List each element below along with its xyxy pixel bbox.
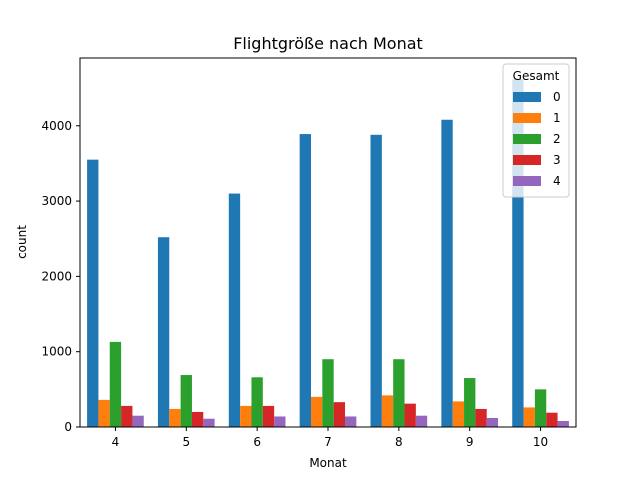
bar-month-8-gesamt-4 xyxy=(415,415,428,427)
bar-month-4-gesamt-4 xyxy=(132,415,144,427)
bar-month-5-gesamt-3 xyxy=(191,411,204,427)
bar-month-6-gesamt-1 xyxy=(240,405,252,427)
y-tick-label: 1000 xyxy=(41,345,72,359)
legend-label-2: 2 xyxy=(553,132,561,146)
bar-month-10-gesamt-0 xyxy=(512,79,524,427)
y-tick-label: 3000 xyxy=(41,194,72,208)
x-tick-label: 9 xyxy=(466,435,474,449)
bar-month-8-gesamt-0 xyxy=(370,134,382,427)
legend-label-0: 0 xyxy=(553,90,561,104)
bar-month-7-gesamt-3 xyxy=(333,402,346,427)
x-tick-label: 10 xyxy=(533,435,548,449)
x-tick-label: 6 xyxy=(253,435,261,449)
bar-month-6-gesamt-2 xyxy=(251,377,263,427)
y-tick-label: 2000 xyxy=(41,269,72,283)
bar-month-5-gesamt-1 xyxy=(169,408,181,427)
bar-month-8-gesamt-1 xyxy=(381,395,394,427)
bar-month-8-gesamt-2 xyxy=(393,359,405,427)
bar-month-6-gesamt-3 xyxy=(262,405,275,427)
bar-month-4-gesamt-1 xyxy=(98,399,110,427)
x-tick-label: 5 xyxy=(182,435,190,449)
y-tick-label: 0 xyxy=(64,420,72,434)
legend-swatch-0 xyxy=(513,92,541,102)
legend-title: Gesamt xyxy=(513,69,560,83)
legend-label-1: 1 xyxy=(553,111,561,125)
bar-month-4-gesamt-2 xyxy=(109,341,122,427)
legend-swatch-2 xyxy=(513,134,541,144)
bar-month-7-gesamt-4 xyxy=(345,416,357,427)
legend-label-4: 4 xyxy=(553,174,561,188)
bar-month-10-gesamt-2 xyxy=(534,389,547,427)
bar-month-5-gesamt-4 xyxy=(203,418,215,427)
legend-label-3: 3 xyxy=(553,153,561,167)
x-tick-label: 7 xyxy=(324,435,332,449)
bar-month-6-gesamt-4 xyxy=(274,416,286,427)
legend-swatch-4 xyxy=(513,176,541,186)
bar-month-9-gesamt-1 xyxy=(452,401,465,427)
bar-month-6-gesamt-0 xyxy=(228,193,241,427)
chart-title: Flightgröße nach Monat xyxy=(233,34,423,53)
x-tick-label: 4 xyxy=(112,435,120,449)
bar-month-10-gesamt-4 xyxy=(557,420,569,427)
legend-swatch-3 xyxy=(513,155,541,165)
bar-month-7-gesamt-0 xyxy=(299,134,311,427)
bar-month-10-gesamt-1 xyxy=(523,407,535,427)
bar-month-10-gesamt-3 xyxy=(546,412,558,427)
bar-month-7-gesamt-2 xyxy=(322,359,334,427)
bar-month-9-gesamt-0 xyxy=(441,119,453,427)
bars-layer xyxy=(87,79,569,427)
bar-month-5-gesamt-0 xyxy=(157,237,170,427)
y-tick-label: 4000 xyxy=(41,119,72,133)
bar-month-4-gesamt-3 xyxy=(121,405,133,427)
bar-month-8-gesamt-3 xyxy=(404,403,416,427)
x-tick-label: 8 xyxy=(395,435,403,449)
x-axis-label: Monat xyxy=(309,456,347,470)
bar-month-9-gesamt-4 xyxy=(486,417,499,427)
bar-month-9-gesamt-3 xyxy=(475,408,487,427)
bar-month-9-gesamt-2 xyxy=(464,378,476,427)
y-axis-label: count xyxy=(15,225,29,259)
bar-month-5-gesamt-2 xyxy=(180,375,192,427)
legend-swatch-1 xyxy=(513,113,541,123)
bar-month-7-gesamt-1 xyxy=(310,396,323,427)
bar-month-4-gesamt-0 xyxy=(87,159,99,427)
legend: Gesamt 0 1 2 3 4 xyxy=(502,63,570,198)
